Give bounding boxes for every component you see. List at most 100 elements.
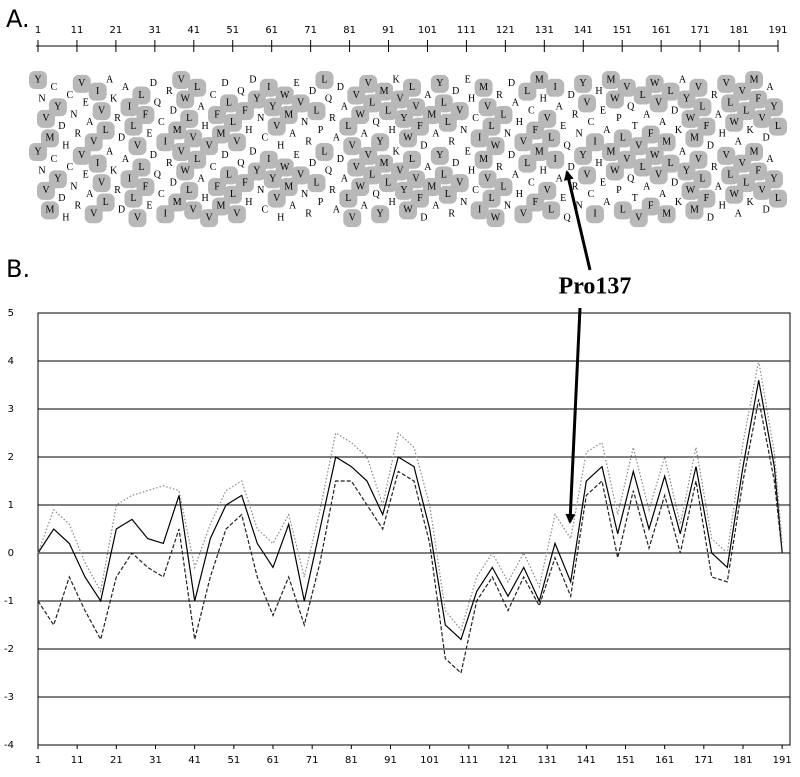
residue: Y [54, 174, 61, 185]
hydrophobic-clusters [29, 71, 787, 228]
residue: I [478, 205, 481, 216]
cluster-blob [470, 129, 489, 148]
residue: A [679, 74, 687, 85]
cluster-blob [188, 150, 207, 169]
residue: V [484, 102, 492, 113]
cluster-blob [402, 78, 421, 97]
ruler-label: 41 [187, 25, 200, 36]
residue: L [369, 98, 375, 109]
residue: Q [237, 158, 245, 169]
residue: V [233, 137, 241, 148]
residue: N [257, 113, 264, 124]
cluster-blob [96, 121, 115, 140]
residue: Y [253, 166, 260, 177]
residue: L [138, 162, 144, 173]
residue: E [294, 150, 300, 161]
y-tick-label: 1 [8, 500, 14, 511]
ruler-label: 81 [343, 25, 356, 36]
residue: H [62, 212, 69, 223]
residue: M [535, 146, 544, 157]
cluster-blob [410, 117, 429, 136]
residue: Q [373, 117, 381, 128]
residue: H [516, 189, 523, 200]
cluster-blob [315, 71, 334, 89]
cluster-blob [482, 117, 501, 136]
residue: N [575, 201, 582, 212]
residue: L [699, 174, 705, 185]
cluster-blob [601, 71, 620, 89]
cluster-blob [29, 143, 47, 161]
residue: I [128, 102, 131, 113]
residue: Y [253, 94, 260, 105]
cluster-blob [156, 205, 175, 224]
residue: A [122, 82, 130, 93]
cluster-blob [753, 181, 772, 200]
residue: L [385, 105, 391, 116]
cluster-blob [769, 117, 787, 136]
residue: D [452, 86, 459, 97]
cluster-blob [406, 98, 425, 117]
residue: F [704, 121, 710, 132]
cluster-blob [247, 162, 266, 181]
cluster-blob [36, 181, 55, 200]
cluster-blob [438, 185, 457, 204]
y-tick-label: 4 [8, 356, 14, 367]
residue: V [190, 205, 198, 216]
cluster-blob [486, 209, 505, 228]
residue: V [456, 177, 464, 188]
cluster-blob [379, 174, 398, 193]
residue: W [356, 181, 366, 192]
residue: I [593, 137, 596, 148]
residue: A [679, 146, 687, 157]
residue: C [210, 162, 217, 173]
residue: C [66, 162, 73, 173]
cluster-blob [279, 106, 298, 124]
cluster-blob [697, 117, 716, 136]
residue: V [134, 140, 142, 151]
cluster-blob [168, 121, 187, 140]
residue: A [766, 154, 774, 165]
cluster-blob [645, 146, 664, 165]
y-tick-label: -4 [4, 740, 14, 751]
residue: F [648, 201, 654, 212]
cluster-blob [223, 185, 242, 204]
cluster-blob [546, 150, 565, 169]
residue: D [420, 212, 427, 223]
x-tick-label: 151 [616, 755, 635, 766]
residue: V [190, 133, 198, 144]
cluster-blob [733, 154, 752, 173]
cluster-blob [208, 106, 227, 124]
ruler-label: 121 [496, 25, 515, 36]
cluster-blob [172, 143, 191, 161]
residue: L [130, 121, 136, 132]
residue: V [544, 185, 552, 196]
residue: Q [154, 98, 162, 109]
cluster-blob [371, 133, 390, 152]
residue: Q [237, 86, 245, 97]
residue: M [662, 209, 671, 220]
cluster-blob [307, 174, 326, 193]
ruler-label: 31 [148, 25, 161, 36]
residue: F [214, 181, 220, 192]
arrow [563, 170, 592, 271]
cluster-blob [697, 189, 716, 208]
residue: W [610, 166, 620, 177]
residue: L [668, 86, 674, 97]
residue: L [524, 86, 530, 97]
residue: V [583, 98, 591, 109]
cluster-blob [359, 74, 378, 93]
cluster-blob [518, 82, 537, 101]
residue: V [42, 113, 50, 124]
residue: L [524, 158, 530, 169]
residue: L [488, 193, 494, 204]
cluster-blob [48, 98, 67, 117]
x-tick-label: 141 [577, 755, 596, 766]
cluster-blob [613, 129, 632, 148]
cluster-blob [645, 74, 664, 93]
residue: L [230, 117, 236, 128]
residue: V [78, 78, 86, 89]
residue: V [353, 162, 361, 173]
cluster-blob [168, 193, 187, 212]
cluster-blob [693, 170, 712, 189]
